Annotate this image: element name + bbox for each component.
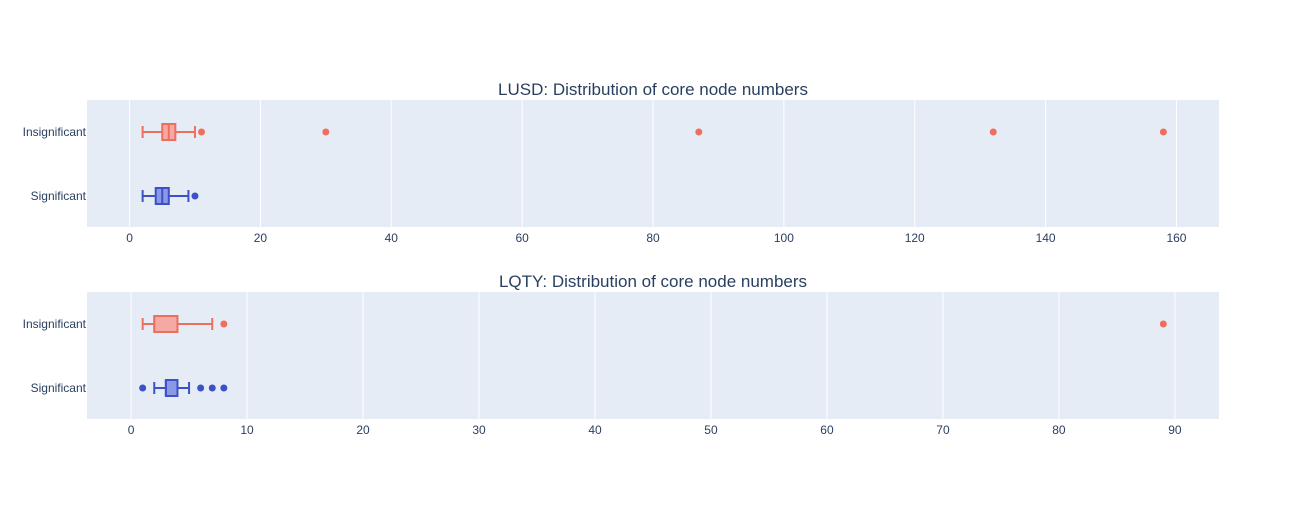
x-tick-label: 60: [515, 231, 529, 245]
x-tick-label: 70: [936, 423, 950, 437]
outlier-point: [198, 128, 206, 136]
plot-background: [87, 292, 1219, 419]
x-tick-label: 100: [774, 231, 794, 245]
outlier-point: [1159, 128, 1167, 136]
x-tick-label: 80: [646, 231, 660, 245]
x-tick-label: 0: [128, 423, 135, 437]
chart-title: LUSD: Distribution of core node numbers: [498, 80, 808, 99]
outlier-point: [1159, 320, 1167, 328]
chart-panel-1: 0 20 40 60 80 100 120 140 160 LUSD: Distribution …: [23, 80, 1219, 245]
y-category-label: Significant: [31, 189, 87, 203]
x-tick-label: 0: [126, 231, 133, 245]
x-tick-label: 30: [472, 423, 486, 437]
outlier-point: [989, 128, 997, 136]
x-tick-label: 120: [905, 231, 925, 245]
x-tick-label: 50: [704, 423, 718, 437]
outlier-point: [197, 384, 205, 392]
box-series-insignificant: Insignificant: [23, 315, 1167, 333]
box-series-significant: Significant: [31, 187, 199, 205]
x-tick-label: 20: [254, 231, 268, 245]
chart-panel-2: 0 10 20 30 40 50 60 70 80 90 LQTY: Distribution of…: [23, 272, 1219, 437]
outlier-point: [220, 384, 228, 392]
x-tick-label: 10: [240, 423, 254, 437]
outlier-point: [695, 128, 703, 136]
x-tick-label: 90: [1168, 423, 1182, 437]
box-series-insignificant: Insignificant: [23, 123, 1167, 141]
x-tick-label: 60: [820, 423, 834, 437]
outlier-point: [139, 384, 147, 392]
outlier-point: [191, 192, 199, 200]
y-category-label: Insignificant: [23, 125, 87, 139]
box-series-significant: Significant: [31, 379, 228, 397]
box-iqr: [153, 315, 179, 333]
y-category-label: Insignificant: [23, 317, 87, 331]
x-tick-label: 20: [356, 423, 370, 437]
x-tick-label: 40: [588, 423, 602, 437]
y-category-label: Significant: [31, 381, 87, 395]
x-tick-label: 40: [385, 231, 399, 245]
outlier-point: [220, 320, 228, 328]
box-iqr: [164, 379, 179, 397]
outlier-point: [208, 384, 216, 392]
x-tick-label: 160: [1166, 231, 1186, 245]
x-tick-label: 140: [1036, 231, 1056, 245]
chart-title: LQTY: Distribution of core node numbers: [499, 272, 807, 291]
x-tick-label: 80: [1052, 423, 1066, 437]
outlier-point: [322, 128, 330, 136]
